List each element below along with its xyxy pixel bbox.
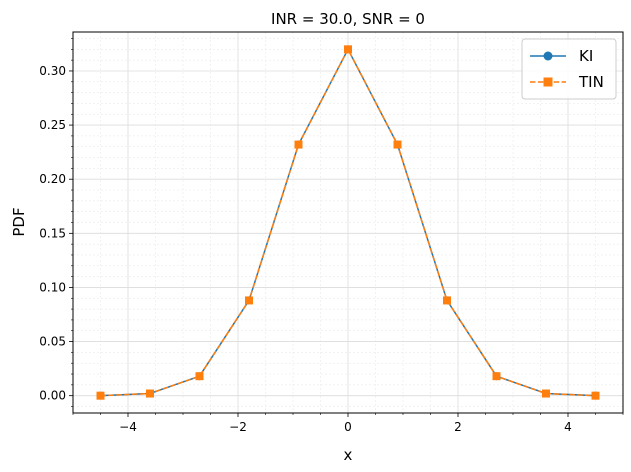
x-axis-label: x [344, 446, 353, 464]
y-tick-label: 0.15 [39, 226, 66, 240]
legend: KI TIN [521, 38, 617, 100]
data-point-tin [542, 389, 550, 398]
y-tick-label: 0.30 [39, 64, 66, 78]
y-tick-label: 0.20 [39, 172, 66, 186]
data-point-tin [245, 296, 253, 305]
data-point-tin [393, 140, 402, 149]
y-axis-label: PDF [10, 207, 28, 236]
data-point-tin [96, 391, 105, 400]
y-tick-label: 0.05 [39, 335, 66, 349]
x-tick-label: 0 [344, 420, 352, 434]
series-layer [96, 45, 600, 400]
y-tick-label: 0.10 [39, 280, 66, 294]
data-point-tin [195, 372, 204, 381]
legend-label-ki: KI [579, 47, 593, 65]
legend-label-tin: TIN [578, 73, 604, 91]
legend-marker-ki [543, 51, 553, 61]
legend-marker-tin [543, 77, 553, 87]
x-tick-label: 2 [454, 420, 462, 434]
x-tick-label: −4 [119, 420, 137, 434]
ticks: −4 −2 0 2 4 0.00 0.05 0.10 0.15 0.20 0.25 0.30 [39, 38, 624, 434]
chart-title: INR = 30.0, SNR = 0 [271, 10, 425, 28]
data-point-tin [492, 372, 501, 381]
y-tick-label: 0.00 [39, 389, 66, 403]
x-tick-label: 4 [564, 420, 572, 434]
data-point-tin [146, 389, 154, 398]
data-point-tin [443, 296, 451, 305]
data-point-tin [591, 391, 600, 400]
data-point-tin [344, 45, 352, 54]
y-tick-label: 0.25 [39, 118, 66, 132]
data-point-tin [294, 140, 303, 149]
x-tick-label: −2 [229, 420, 247, 434]
